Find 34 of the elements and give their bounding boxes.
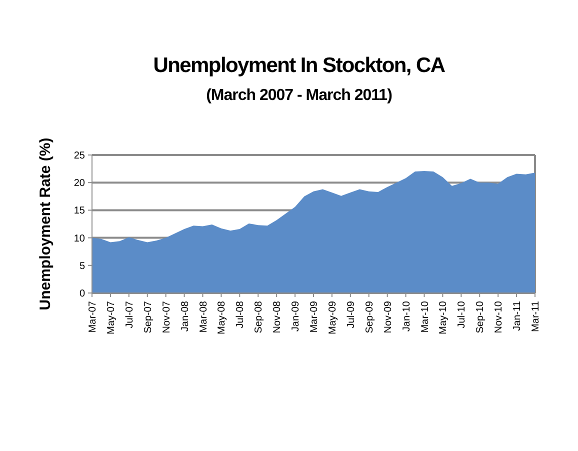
x-tick-label: May-07 (106, 300, 117, 334)
x-tick-label: Jan-08 (180, 300, 191, 332)
x-tick-label: Sep-09 (364, 300, 376, 334)
x-tick-label: May-09 (327, 300, 338, 334)
y-tick-label: 5 (79, 260, 86, 272)
y-tick-label: 0 (79, 288, 86, 300)
x-tick-label: Sep-10 (475, 300, 486, 334)
x-tick-label: Sep-08 (254, 300, 265, 334)
x-tick-label: Jan-11 (512, 300, 524, 331)
chart-title: Unemployment In Stockton, CA (153, 54, 446, 77)
x-tick-label: May-10 (438, 300, 450, 334)
y-tick-label: 15 (74, 206, 86, 217)
x-tick-label: Jul-08 (235, 300, 246, 328)
y-tick-label: 25 (74, 150, 86, 162)
y-tick-label: 20 (74, 178, 86, 190)
x-tick-label: Mar-11 (530, 300, 542, 332)
x-tick-label: Mar-10 (420, 300, 431, 333)
x-tick-label: May-08 (216, 300, 228, 334)
x-tick-label: Jan-09 (290, 300, 302, 332)
x-tick-label: Mar-07 (88, 300, 98, 333)
x-tick-label: Mar-08 (198, 300, 210, 333)
x-tick-label: Jul-10 (456, 300, 468, 328)
x-tick-label: Jul-09 (346, 300, 357, 328)
x-tick-label: Jan-10 (401, 300, 412, 332)
y-axis-title: Unemployment Rate (%) (37, 138, 54, 310)
x-tick-label: Sep-07 (142, 300, 154, 334)
x-tick-label: Nov-10 (494, 300, 505, 334)
chart-subtitle: (March 2007 - March 2011) (206, 87, 392, 104)
x-tick-label: Nov-09 (382, 300, 394, 334)
x-tick-label: Mar-09 (309, 300, 320, 333)
x-tick-label: Nov-07 (161, 300, 172, 334)
y-tick-label: 10 (74, 233, 86, 244)
x-tick-label: Nov-08 (272, 300, 284, 334)
x-tick-label: Jul-07 (124, 300, 136, 328)
